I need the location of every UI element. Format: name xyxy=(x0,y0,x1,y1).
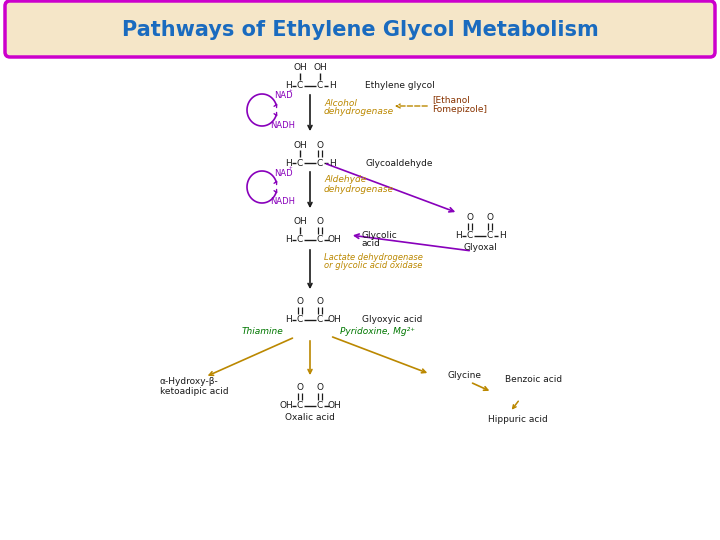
Text: Benzoic acid: Benzoic acid xyxy=(505,375,562,384)
Text: O: O xyxy=(317,383,323,393)
Text: Ethylene glycol: Ethylene glycol xyxy=(365,82,435,91)
Text: ⁺: ⁺ xyxy=(289,90,293,96)
Text: C: C xyxy=(317,159,323,167)
Text: NADH: NADH xyxy=(270,120,295,130)
Text: C: C xyxy=(487,232,493,240)
Text: O: O xyxy=(317,298,323,307)
Text: OH: OH xyxy=(293,218,307,226)
Text: C: C xyxy=(297,315,303,325)
Text: Aldehyde: Aldehyde xyxy=(324,176,366,185)
Text: Glycine: Glycine xyxy=(448,372,482,381)
Text: Oxalic acid: Oxalic acid xyxy=(285,413,335,422)
Text: Glyoxyic acid: Glyoxyic acid xyxy=(362,315,423,325)
Text: Glycoaldehyde: Glycoaldehyde xyxy=(365,159,433,167)
Text: dehydrogenase: dehydrogenase xyxy=(324,185,394,193)
Text: Fomepizole]: Fomepizole] xyxy=(432,105,487,113)
Text: C: C xyxy=(467,232,473,240)
Text: C: C xyxy=(317,402,323,410)
Text: ketoadipic acid: ketoadipic acid xyxy=(160,388,229,396)
Text: C: C xyxy=(297,235,303,245)
Text: C: C xyxy=(317,235,323,245)
Text: OH: OH xyxy=(293,140,307,150)
Text: C: C xyxy=(317,315,323,325)
Text: O: O xyxy=(467,213,474,222)
Text: Lactate dehydrogenase: Lactate dehydrogenase xyxy=(324,253,423,261)
Text: O: O xyxy=(317,140,323,150)
Text: OH: OH xyxy=(293,64,307,72)
Text: Glycolic: Glycolic xyxy=(362,231,397,240)
Text: OH: OH xyxy=(313,64,327,72)
Text: NAD: NAD xyxy=(274,91,292,100)
Text: ⁺: ⁺ xyxy=(289,167,293,173)
Text: Alcohol: Alcohol xyxy=(324,98,357,107)
Text: C: C xyxy=(297,402,303,410)
Text: C: C xyxy=(297,82,303,91)
Text: acid: acid xyxy=(362,240,381,248)
Text: Hippuric acid: Hippuric acid xyxy=(488,415,548,424)
Text: Thiamine: Thiamine xyxy=(241,327,283,336)
Text: O: O xyxy=(487,213,493,222)
Text: H: H xyxy=(284,159,292,167)
Text: H: H xyxy=(328,82,336,91)
Text: Pyridoxine, Mg²⁺: Pyridoxine, Mg²⁺ xyxy=(340,327,415,336)
Text: or glycolic acid oxidase: or glycolic acid oxidase xyxy=(324,261,423,271)
Text: H: H xyxy=(328,159,336,167)
Text: C: C xyxy=(317,82,323,91)
Text: OH: OH xyxy=(327,315,341,325)
Text: OH: OH xyxy=(279,402,293,410)
Text: dehydrogenase: dehydrogenase xyxy=(324,107,394,117)
Text: OH: OH xyxy=(327,235,341,245)
FancyBboxPatch shape xyxy=(5,1,715,57)
Text: NAD: NAD xyxy=(274,168,292,178)
Text: H: H xyxy=(499,232,505,240)
Text: H: H xyxy=(284,235,292,245)
Text: O: O xyxy=(317,218,323,226)
Text: H: H xyxy=(284,315,292,325)
Text: C: C xyxy=(297,159,303,167)
Text: O: O xyxy=(297,298,304,307)
Text: Glyoxal: Glyoxal xyxy=(463,242,497,252)
Text: O: O xyxy=(297,383,304,393)
Text: Pathways of Ethylene Glycol Metabolism: Pathways of Ethylene Glycol Metabolism xyxy=(122,20,598,40)
Text: NADH: NADH xyxy=(270,198,295,206)
Text: α-Hydroxy-β-: α-Hydroxy-β- xyxy=(160,377,219,387)
Text: OH: OH xyxy=(327,402,341,410)
Text: H: H xyxy=(284,82,292,91)
Text: H: H xyxy=(454,232,462,240)
Text: [Ethanol: [Ethanol xyxy=(432,96,470,105)
